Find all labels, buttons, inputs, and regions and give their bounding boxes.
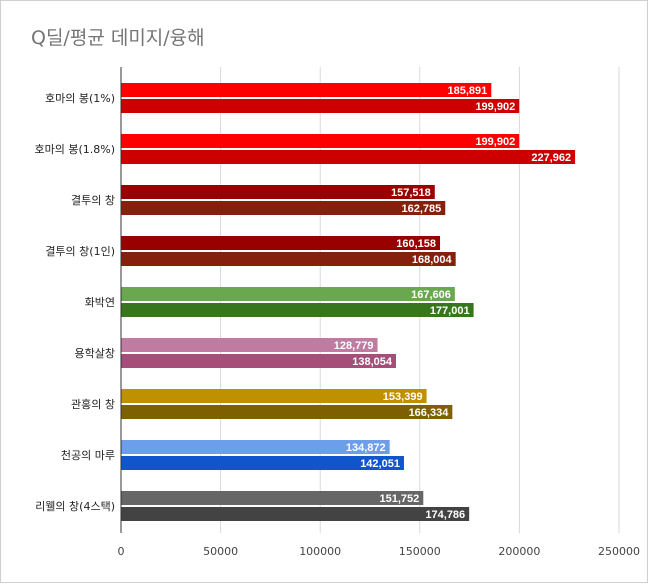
category-label-4: 화박연 <box>85 296 115 309</box>
category-label-3: 결투의 창(1인) <box>45 245 115 258</box>
bar-6-series-2 <box>121 405 453 419</box>
data-label-4-series-2: 177,001 <box>430 305 470 317</box>
bar-7-series-2 <box>121 456 404 470</box>
bar-7-series-1 <box>121 440 390 454</box>
data-label-1-series-1: 199,902 <box>475 136 515 148</box>
bar-5-series-2 <box>121 354 397 368</box>
bar-4-series-2 <box>121 303 474 317</box>
x-tick-label-150000: 150000 <box>399 545 441 558</box>
category-label-8: 리웰의 창(4스택) <box>35 500 115 513</box>
category-label-7: 천공의 마루 <box>61 448 115 462</box>
bar-1-series-2 <box>121 150 576 164</box>
bar-0-series-2 <box>121 99 520 113</box>
x-tick-label-200000: 200000 <box>498 545 540 558</box>
bar-0-series-1 <box>121 83 492 97</box>
bar-2-series-2 <box>121 201 446 215</box>
data-label-7-series-2: 142,051 <box>360 458 400 470</box>
chart-title: Q딜/평균 데미지/융해 <box>31 27 205 49</box>
data-label-6-series-2: 166,334 <box>409 407 450 419</box>
bar-8-series-2 <box>121 507 470 521</box>
category-label-0: 호마의 봉(1%) <box>45 92 115 105</box>
bar-3-series-2 <box>121 252 456 266</box>
data-label-3-series-2: 168,004 <box>412 254 453 266</box>
category-label-2: 결투의 창 <box>71 194 115 207</box>
data-label-5-series-2: 138,054 <box>352 356 393 368</box>
data-label-2-series-1: 157,518 <box>391 187 431 199</box>
bar-8-series-1 <box>121 491 424 505</box>
data-label-5-series-1: 128,779 <box>334 340 374 352</box>
x-tick-label-250000: 250000 <box>598 545 640 558</box>
x-tick-label-50000: 50000 <box>203 545 238 558</box>
category-label-1: 호마의 봉(1.8%) <box>34 143 115 156</box>
bar-1-series-1 <box>121 134 520 148</box>
x-tick-label-100000: 100000 <box>299 545 341 558</box>
data-label-0-series-1: 185,891 <box>448 85 488 97</box>
data-label-4-series-1: 167,606 <box>411 289 451 301</box>
data-label-8-series-1: 151,752 <box>380 493 420 505</box>
data-label-6-series-1: 153,399 <box>383 391 423 403</box>
bar-2-series-1 <box>121 185 435 199</box>
category-label-6: 관홍의 창 <box>71 397 115 411</box>
data-label-0-series-2: 199,902 <box>475 101 515 113</box>
bar-6-series-1 <box>121 389 427 403</box>
category-label-5: 용학살창 <box>75 347 115 360</box>
x-tick-label-0: 0 <box>118 545 125 558</box>
data-label-2-series-2: 162,785 <box>402 203 442 215</box>
bar-5-series-1 <box>121 338 378 352</box>
data-label-8-series-2: 174,786 <box>425 509 465 521</box>
data-label-1-series-2: 227,962 <box>531 152 571 164</box>
data-label-3-series-1: 160,158 <box>396 238 436 250</box>
bar-3-series-1 <box>121 236 441 250</box>
data-label-7-series-1: 134,872 <box>346 442 386 454</box>
bar-4-series-1 <box>121 287 455 301</box>
